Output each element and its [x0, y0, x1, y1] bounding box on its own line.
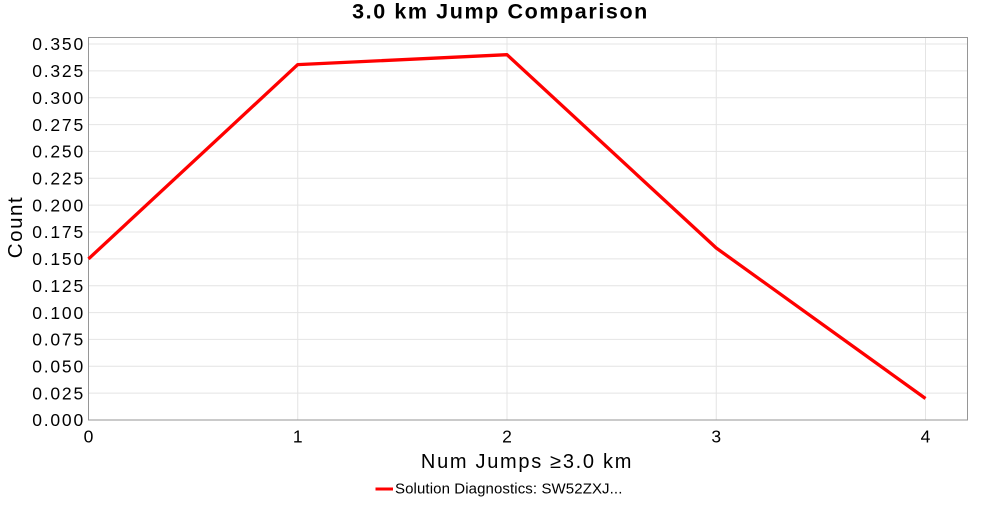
svg-text:0.200: 0.200	[32, 195, 85, 215]
svg-text:0.225: 0.225	[32, 169, 85, 189]
svg-text:Solution Diagnostics: SW52ZXJ.: Solution Diagnostics: SW52ZXJ...	[395, 480, 622, 497]
svg-text:0.150: 0.150	[32, 249, 85, 269]
svg-text:2: 2	[502, 427, 512, 447]
svg-text:0: 0	[84, 427, 94, 447]
svg-text:Num Jumps ≥3.0 km: Num Jumps ≥3.0 km	[421, 451, 633, 473]
svg-text:0.050: 0.050	[32, 357, 85, 377]
svg-text:1: 1	[293, 427, 303, 447]
svg-text:0.300: 0.300	[32, 88, 85, 108]
svg-text:0.275: 0.275	[32, 115, 85, 135]
svg-text:Count: Count	[4, 196, 27, 258]
svg-text:0.125: 0.125	[32, 276, 85, 296]
svg-text:0.075: 0.075	[32, 330, 85, 350]
svg-text:0.350: 0.350	[32, 34, 85, 54]
svg-text:3.0 km Jump Comparison: 3.0 km Jump Comparison	[352, 0, 649, 24]
svg-text:4: 4	[921, 427, 931, 447]
svg-text:3: 3	[711, 427, 721, 447]
svg-text:0.250: 0.250	[32, 142, 85, 162]
svg-text:0.000: 0.000	[32, 410, 85, 430]
svg-text:0.175: 0.175	[32, 222, 85, 242]
svg-text:0.100: 0.100	[32, 303, 85, 323]
svg-text:0.025: 0.025	[32, 383, 85, 403]
svg-text:0.325: 0.325	[32, 61, 85, 81]
